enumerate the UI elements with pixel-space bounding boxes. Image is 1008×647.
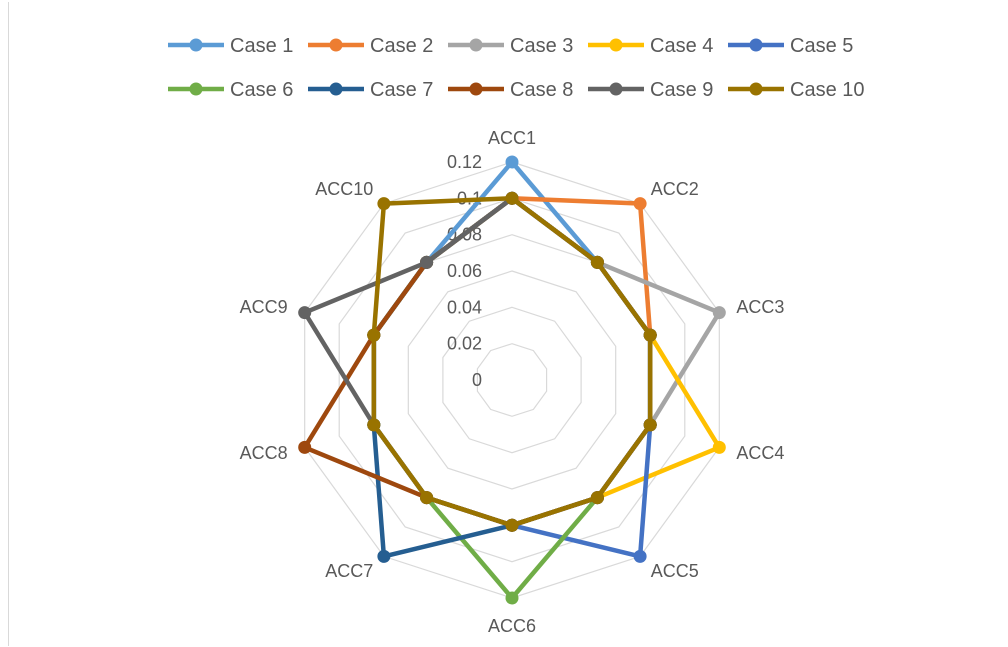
radial-tick-label: 0	[472, 370, 482, 390]
legend-item: Case 6	[168, 79, 293, 101]
series-6	[367, 191, 657, 605]
legend-label: Case 1	[230, 35, 293, 57]
legend-item: Case 7	[308, 79, 433, 101]
series-line	[371, 196, 653, 528]
legend-label: Case 8	[510, 79, 573, 101]
grid-ring	[338, 197, 686, 563]
legend-label: Case 6	[230, 79, 293, 101]
data-point	[643, 328, 657, 342]
legend-item: Case 10	[728, 79, 865, 101]
grid-ring	[476, 343, 548, 417]
legend-marker	[189, 82, 203, 96]
legend-marker	[469, 82, 483, 96]
data-point	[643, 418, 657, 432]
series-line	[302, 196, 653, 528]
series-5	[367, 191, 657, 563]
radial-tick-label: 0.04	[447, 297, 482, 317]
data-point	[633, 197, 647, 211]
series-7	[367, 191, 657, 563]
legend-item: Case 4	[588, 35, 713, 57]
data-point	[505, 191, 519, 205]
legend-label: Case 10	[790, 79, 865, 101]
legend-label: Case 3	[510, 35, 573, 57]
legend-marker	[189, 38, 203, 52]
radial-tick-label: 0.12	[447, 152, 482, 172]
series-4	[367, 191, 726, 532]
category-label: ACC2	[651, 179, 699, 199]
data-point	[712, 306, 726, 320]
legend-marker	[329, 38, 343, 52]
series-group	[298, 155, 726, 605]
series-line	[371, 196, 653, 559]
series-line	[371, 196, 653, 559]
legend-item: Case 1	[168, 35, 293, 57]
legend-label: Case 5	[790, 35, 853, 57]
legend-marker	[749, 38, 763, 52]
series-2	[367, 191, 657, 532]
radial-tick-label: 0.06	[447, 261, 482, 281]
data-point	[298, 440, 312, 454]
series-line	[371, 196, 653, 601]
series-line	[371, 196, 653, 528]
data-point	[377, 197, 391, 211]
category-label: ACC9	[240, 297, 288, 317]
data-point	[590, 255, 604, 269]
data-point	[505, 155, 519, 169]
legend-label: Case 2	[370, 35, 433, 57]
grid-ring	[442, 306, 582, 454]
legend-item: Case 9	[588, 79, 713, 101]
legend-marker	[329, 82, 343, 96]
category-label: ACC8	[240, 443, 288, 463]
data-point	[367, 418, 381, 432]
data-point	[420, 255, 434, 269]
category-label: ACC1	[488, 128, 536, 148]
legend-item: Case 8	[448, 79, 573, 101]
data-point	[590, 491, 604, 505]
legend-marker	[469, 38, 483, 52]
category-label: ACC10	[315, 179, 373, 199]
grid-ring	[304, 161, 720, 599]
legend-label: Case 9	[650, 79, 713, 101]
data-point	[377, 549, 391, 563]
series-10	[367, 191, 657, 532]
category-label: ACC6	[488, 616, 536, 636]
legend-marker	[609, 38, 623, 52]
data-point	[505, 591, 519, 605]
legend-label: Case 7	[370, 79, 433, 101]
legend-item: Case 5	[728, 35, 853, 57]
series-line	[371, 196, 722, 528]
category-label: ACC3	[736, 297, 784, 317]
category-labels: ACC1 ACC2 ACC3 ACC4 ACC5 ACC6 ACC7 ACC8 ACC9 ACC1…	[240, 128, 785, 636]
radial-tick-labels: 00.020.040.060.080.10.12	[447, 152, 482, 390]
legend-marker	[749, 82, 763, 96]
legend-item: Case 2	[308, 35, 433, 57]
category-label: ACC7	[325, 561, 373, 581]
data-point	[420, 491, 434, 505]
data-point	[505, 518, 519, 532]
data-point	[298, 306, 312, 320]
series-3	[367, 191, 726, 532]
data-point	[712, 440, 726, 454]
category-label: ACC5	[651, 561, 699, 581]
category-label: ACC4	[736, 443, 784, 463]
legend-marker	[609, 82, 623, 96]
grid-ring	[407, 270, 617, 490]
legend: Case 1 Case 2 Case 3 Case 4 Case 5 Case 6 Case…	[168, 35, 865, 101]
legend-label: Case 4	[650, 35, 713, 57]
data-point	[633, 549, 647, 563]
radial-tick-label: 0.02	[447, 334, 482, 354]
radar-grid	[304, 161, 720, 599]
data-point	[367, 328, 381, 342]
chart-frame	[8, 2, 1007, 646]
legend-item: Case 3	[448, 35, 573, 57]
